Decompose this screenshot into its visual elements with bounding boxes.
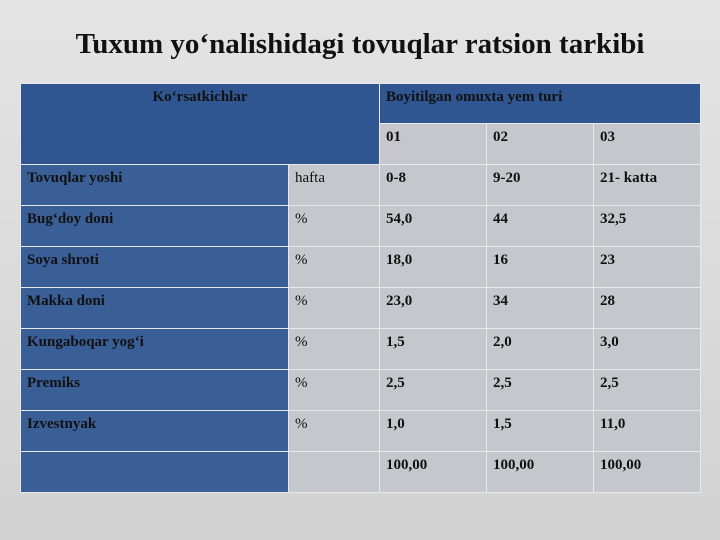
ration-table: Ko‘rsatkichlar Boyitilgan omuxta yem turi… <box>20 83 701 493</box>
table-cell: 18,0 <box>379 246 487 288</box>
table-cell: 1,5 <box>486 410 594 452</box>
table-cell: 100,00 <box>593 451 701 493</box>
table-cell: 9-20 <box>486 164 594 206</box>
table-cell: Makka doni <box>20 287 289 329</box>
table-cell: 2,0 <box>486 328 594 370</box>
table-cell: 16 <box>486 246 594 288</box>
table-cell: 23 <box>593 246 701 288</box>
table-cell: 23,0 <box>379 287 487 329</box>
table-cell: Bug‘doy doni <box>20 205 289 247</box>
table-cell: 28 <box>593 287 701 329</box>
table-cell: 01 <box>379 123 487 165</box>
table-cell: 2,5 <box>379 369 487 411</box>
table-cell: % <box>288 328 380 370</box>
table-row: Tovuqlar yoshi hafta 0-8 9-20 21- katta <box>20 164 701 206</box>
table-cell <box>288 451 380 493</box>
table-cell: Kungaboqar yog‘i <box>20 328 289 370</box>
table-row: Bug‘doy doni% 54,0 44 32,5 <box>20 205 701 247</box>
table-cell: 3,0 <box>593 328 701 370</box>
table-cell: hafta <box>288 164 380 206</box>
table-cell: Premiks <box>20 369 289 411</box>
table-cell: % <box>288 205 380 247</box>
table-cell: 54,0 <box>379 205 487 247</box>
table-cell: Soya shroti <box>20 246 289 288</box>
table-cell: 2,5 <box>593 369 701 411</box>
table-cell: 32,5 <box>593 205 701 247</box>
table-cell: 1,0 <box>379 410 487 452</box>
table-row: 100,00 100,00 100,00 <box>20 451 701 493</box>
table-cell: % <box>288 246 380 288</box>
table-cell: 03 <box>593 123 701 165</box>
table-row: Soya shroti% 18,0 16 23 <box>20 246 701 288</box>
table-cell: 1,5 <box>379 328 487 370</box>
table-cell: Boyitilgan omuxta yem turi <box>379 83 701 124</box>
table-row: Ko‘rsatkichlar Boyitilgan omuxta yem turi <box>20 83 701 165</box>
table-row: 01 02 03 <box>21 123 701 165</box>
table-cell: 34 <box>486 287 594 329</box>
table-cell: 100,00 <box>379 451 487 493</box>
table-cell: 44 <box>486 205 594 247</box>
table-row: Premiks% 2,5 2,5 2,5 <box>20 369 701 411</box>
table-row: Kungaboqar yog‘i% 1,5 2,0 3,0 <box>20 328 701 370</box>
table-cell: Ko‘rsatkichlar <box>20 83 380 165</box>
table-cell: 2,5 <box>486 369 594 411</box>
table-cell: % <box>288 369 380 411</box>
table-row: Izvestnyak% 1,0 1,5 11,0 <box>20 410 701 452</box>
table-cell: 21- katta <box>593 164 701 206</box>
table-cell: Izvestnyak <box>20 410 289 452</box>
table-cell: 02 <box>486 123 594 165</box>
table-cell: 0-8 <box>379 164 487 206</box>
table-cell: % <box>288 410 380 452</box>
table-cell: Tovuqlar yoshi <box>20 164 289 206</box>
table-cell: % <box>288 287 380 329</box>
table-cell <box>20 451 289 493</box>
title: Tuxum yo‘nalishidagi tovuqlar ratsion ta… <box>75 28 645 60</box>
table-cell: 11,0 <box>593 410 701 452</box>
table-row: Makka doni% 23,0 34 28 <box>20 287 701 329</box>
table-cell: 100,00 <box>486 451 594 493</box>
